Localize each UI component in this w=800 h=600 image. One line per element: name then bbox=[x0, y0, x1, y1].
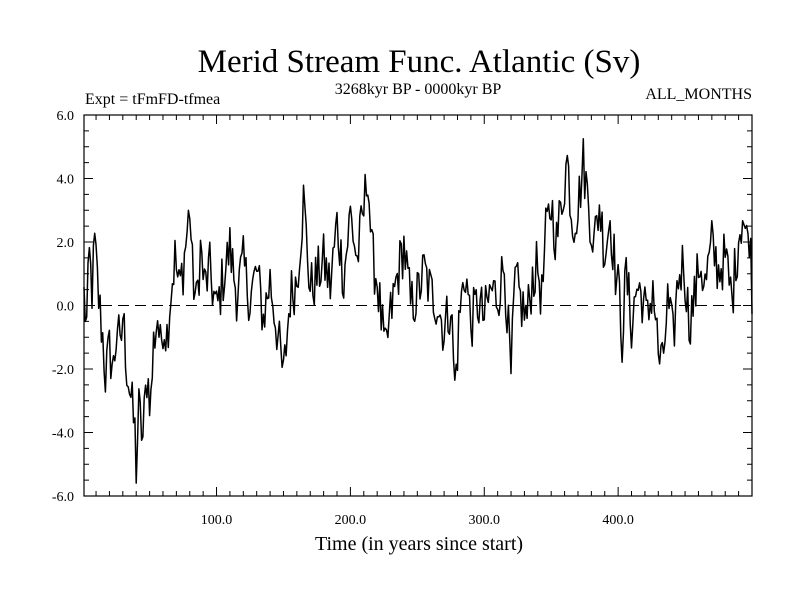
x-tick-label: 300.0 bbox=[469, 513, 501, 528]
x-tick-label: 100.0 bbox=[201, 513, 233, 528]
y-tick-label: 6.0 bbox=[57, 109, 75, 124]
chart-title: Merid Stream Func. Atlantic (Sv) bbox=[198, 44, 641, 80]
x-tick-labels: 100.0 200.0 300.0 400.0 bbox=[201, 513, 634, 528]
y-tick-label: -6.0 bbox=[52, 490, 74, 505]
y-tick-labels: -6.0 -4.0 -2.0 0.0 2.0 4.0 6.0 bbox=[52, 109, 74, 505]
y-tick-label: 4.0 bbox=[57, 173, 75, 188]
months-label: ALL_MONTHS bbox=[645, 86, 752, 103]
y-tick-label: 2.0 bbox=[57, 236, 75, 251]
plot-frame bbox=[83, 114, 753, 497]
y-tick-label: -4.0 bbox=[52, 427, 74, 442]
time-range-label: 3268kyr BP - 0000kyr BP bbox=[335, 81, 502, 98]
x-axis-label: Time (in years since start) bbox=[315, 533, 523, 555]
y-tick-label: 0.0 bbox=[57, 300, 75, 315]
x-tick-label: 200.0 bbox=[335, 513, 367, 528]
data-series-line bbox=[83, 138, 753, 484]
y-tick-label: -2.0 bbox=[52, 363, 74, 378]
x-tick-label: 400.0 bbox=[602, 513, 634, 528]
experiment-label: Expt = tFmFD-tfmea bbox=[85, 91, 220, 108]
